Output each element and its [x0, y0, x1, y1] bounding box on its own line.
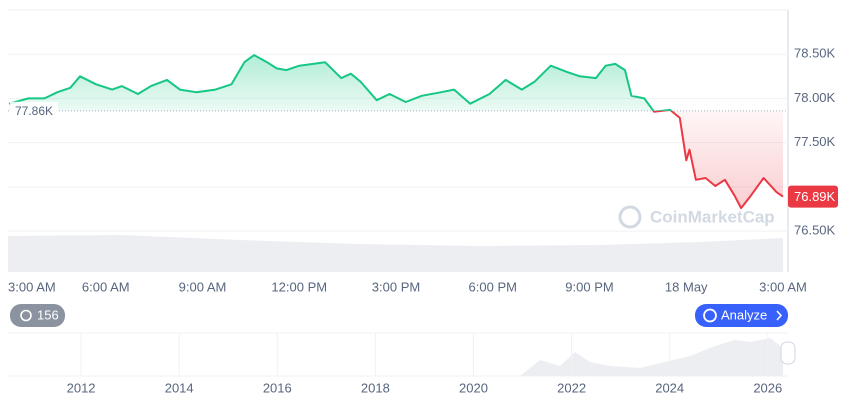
navigator-area	[520, 338, 783, 376]
x-tick-label: 3:00 AM	[759, 279, 807, 294]
navigator-tick-label: 2020	[459, 380, 488, 395]
navigator-tick-label: 2012	[67, 380, 96, 395]
y-tick-label: 76.50K	[794, 223, 836, 238]
price-line-up	[8, 54, 673, 111]
x-tick-label: 3:00 AM	[8, 279, 56, 294]
price-line-down	[652, 110, 784, 210]
navigator-tick-label: 2018	[361, 380, 390, 395]
navigator-tick-label: 2022	[557, 380, 586, 395]
x-tick-label: 6:00 PM	[469, 279, 517, 294]
chevron	[776, 310, 783, 321]
analyze-button[interactable]: Analyze	[695, 304, 788, 327]
area-down	[653, 110, 783, 209]
watermark: CoinMarketCap	[618, 205, 775, 229]
alerts-count[interactable]: 156	[37, 307, 59, 322]
x-tick-label: 9:00 PM	[565, 279, 613, 294]
current-price-bg	[788, 185, 838, 208]
alerts-button[interactable]: 156	[10, 304, 65, 327]
alerts-pill[interactable]	[10, 304, 65, 327]
x-tick-label: 9:00 AM	[179, 279, 227, 294]
baseline-label-bg	[10, 101, 58, 120]
y-tick-label: 78.50K	[794, 46, 836, 61]
area-up	[9, 55, 783, 111]
navigator-tick-label: 2016	[263, 380, 292, 395]
clock-icon	[20, 309, 32, 322]
navigator-handle[interactable]	[780, 341, 796, 365]
current-price-label: 76.89K	[794, 189, 836, 204]
navigator-tick-label: 2026	[753, 380, 782, 395]
volume-area	[8, 235, 783, 272]
navigator-tick-label: 2014	[165, 380, 194, 395]
x-tick-label: 6:00 AM	[82, 279, 130, 294]
analyze-label[interactable]: Analyze	[721, 307, 767, 322]
baseline-label: 77.86K	[15, 104, 53, 118]
y-tick-label: 78.00K	[794, 90, 836, 105]
watermark-text: CoinMarketCap	[650, 207, 775, 226]
y-tick-label: 77.50K	[794, 134, 836, 149]
analyze-icon	[703, 308, 717, 323]
x-tick-label: 3:00 PM	[372, 279, 420, 294]
x-tick-label: 12:00 PM	[271, 279, 327, 294]
x-tick-label: 18 May	[665, 279, 708, 294]
navigator-tick-label: 2024	[655, 380, 684, 395]
analyze-pill[interactable]	[695, 304, 788, 327]
